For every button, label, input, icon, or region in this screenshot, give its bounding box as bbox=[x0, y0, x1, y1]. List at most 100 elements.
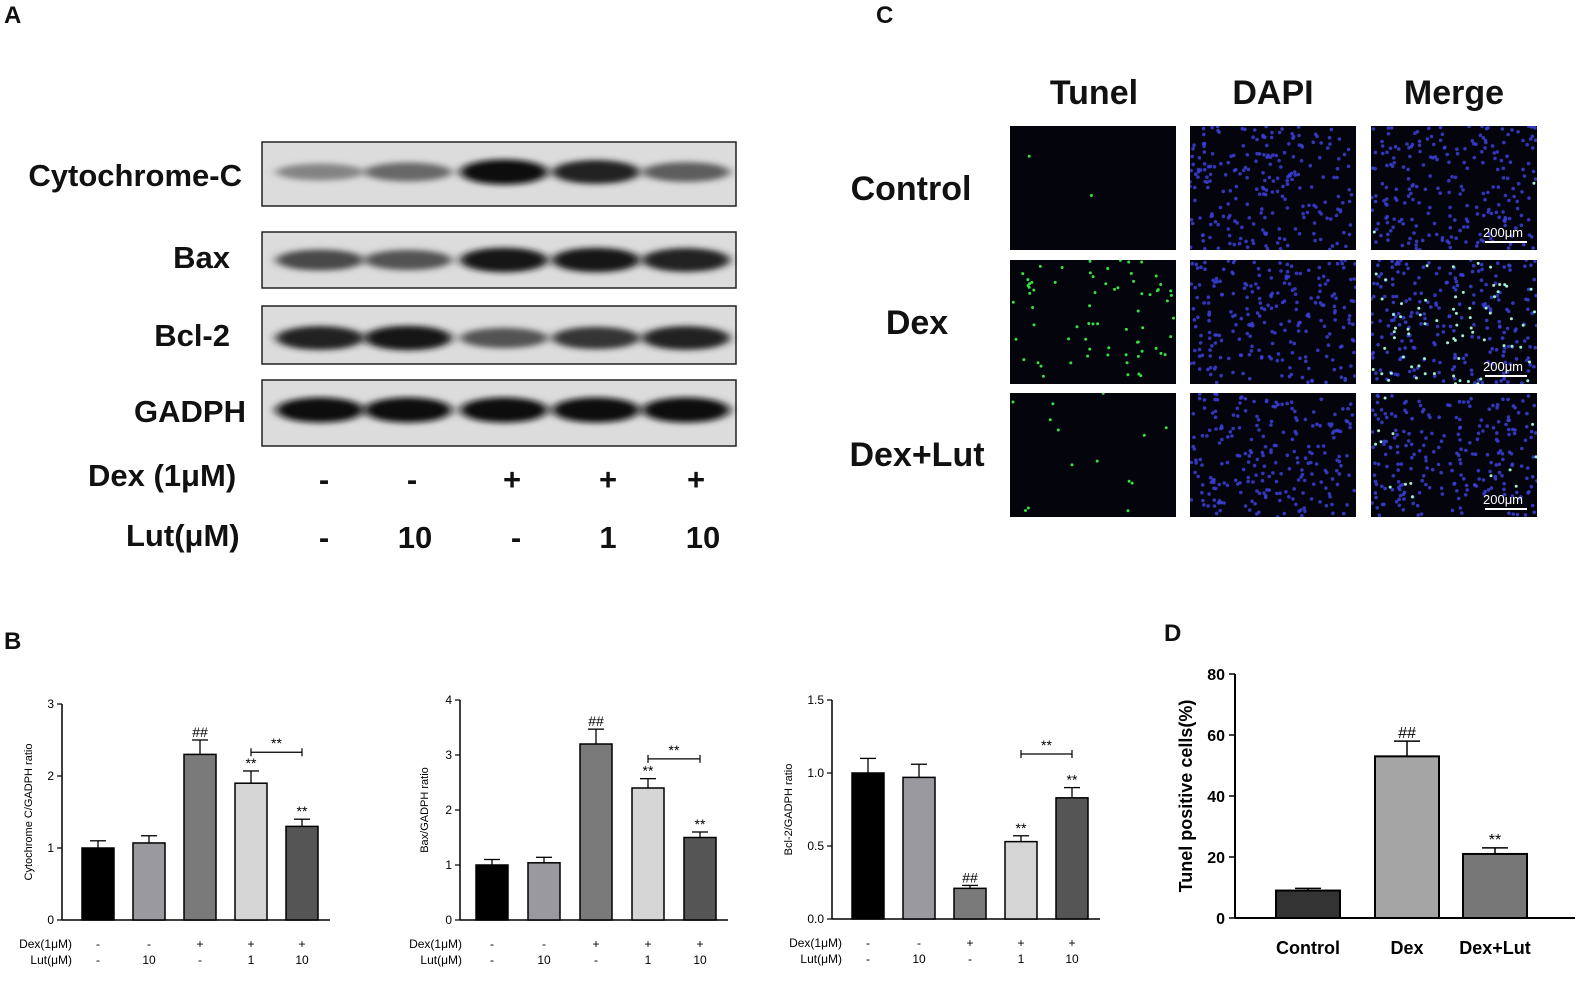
tunel-dot bbox=[1075, 325, 1079, 329]
nucleus-dot bbox=[1371, 501, 1374, 505]
nucleus-dot bbox=[1343, 260, 1347, 263]
nucleus-dot bbox=[1241, 467, 1246, 472]
nucleus-dot bbox=[1417, 399, 1421, 404]
nucleus-dot bbox=[1408, 297, 1412, 301]
nucleus-dot bbox=[1385, 220, 1390, 225]
nucleus-dot bbox=[1349, 364, 1353, 368]
nucleus-dot bbox=[1450, 508, 1455, 513]
nucleus-dot bbox=[1455, 151, 1460, 156]
nucleus-dot bbox=[1337, 472, 1342, 476]
nucleus-dot bbox=[1202, 398, 1207, 402]
nucleus-dot bbox=[1287, 467, 1292, 471]
nucleus-dot bbox=[1488, 469, 1492, 474]
nucleus-dot bbox=[1465, 225, 1470, 229]
nucleus-dot bbox=[1312, 231, 1316, 236]
nucleus-dot bbox=[1494, 463, 1499, 467]
nucleus-dot bbox=[1300, 145, 1305, 149]
nucleus-dot bbox=[1197, 354, 1202, 358]
tunel-dot bbox=[1461, 334, 1465, 338]
nucleus-dot bbox=[1302, 215, 1306, 220]
nucleus-dot bbox=[1502, 377, 1506, 381]
significance-mark: ## bbox=[192, 724, 208, 740]
tunel-dot bbox=[1070, 463, 1074, 467]
nucleus-dot bbox=[1245, 307, 1249, 311]
nucleus-dot bbox=[1247, 352, 1252, 357]
micro-dex-tunel bbox=[1010, 260, 1176, 384]
nucleus-dot bbox=[1346, 147, 1351, 152]
nucleus-dot bbox=[1426, 211, 1431, 216]
nucleus-dot bbox=[1260, 306, 1264, 310]
nucleus-dot bbox=[1404, 299, 1408, 303]
nucleus-dot bbox=[1489, 211, 1494, 216]
nucleus-dot bbox=[1298, 356, 1302, 360]
nucleus-dot bbox=[1371, 312, 1374, 316]
nucleus-dot bbox=[1323, 200, 1327, 204]
nucleus-dot bbox=[1467, 126, 1471, 129]
nucleus-dot bbox=[1295, 456, 1300, 460]
tunel-dot bbox=[1038, 264, 1042, 268]
nucleus-dot bbox=[1478, 232, 1482, 237]
nucleus-dot bbox=[1214, 427, 1218, 431]
nucleus-dot bbox=[1481, 239, 1486, 243]
nucleus-dot bbox=[1269, 423, 1273, 427]
nucleus-dot bbox=[1469, 368, 1474, 372]
nucleus-dot bbox=[1309, 497, 1314, 501]
nucleus-dot bbox=[1235, 406, 1240, 411]
nucleus-dot bbox=[1531, 455, 1536, 459]
nucleus-dot bbox=[1437, 415, 1441, 419]
nucleus-dot bbox=[1472, 141, 1476, 146]
nucleus-dot bbox=[1490, 362, 1494, 366]
nucleus-dot bbox=[1293, 429, 1297, 434]
nucleus-dot bbox=[1245, 202, 1250, 206]
blot-band bbox=[276, 163, 364, 181]
nucleus-dot bbox=[1415, 503, 1420, 508]
nucleus-dot bbox=[1515, 512, 1520, 517]
nucleus-dot bbox=[1385, 464, 1389, 469]
tunel-dot bbox=[1069, 361, 1073, 365]
nucleus-dot bbox=[1458, 425, 1463, 430]
nucleus-dot bbox=[1324, 486, 1328, 490]
nucleus-dot bbox=[1202, 301, 1206, 305]
nucleus-dot bbox=[1447, 314, 1451, 319]
y-tick-label: 0 bbox=[445, 913, 452, 927]
tunel-dot bbox=[1104, 282, 1108, 286]
nucleus-dot bbox=[1441, 379, 1446, 383]
nucleus-dot bbox=[1347, 188, 1352, 192]
nucleus-dot bbox=[1262, 464, 1267, 468]
nucleus-dot bbox=[1330, 358, 1335, 362]
nucleus-dot bbox=[1391, 294, 1395, 299]
nucleus-dot bbox=[1422, 312, 1427, 316]
nucleus-dot bbox=[1208, 475, 1213, 480]
nucleus-dot bbox=[1521, 242, 1526, 247]
nucleus-dot bbox=[1406, 167, 1410, 172]
nucleus-dot bbox=[1464, 217, 1469, 221]
nucleus-dot bbox=[1353, 262, 1356, 266]
nucleus-dot bbox=[1304, 329, 1308, 334]
nucleus-dot bbox=[1508, 160, 1513, 164]
nucleus-dot bbox=[1257, 273, 1262, 278]
nucleus-dot bbox=[1415, 130, 1420, 134]
nucleus-dot bbox=[1410, 142, 1415, 147]
tunel-dot bbox=[1136, 309, 1140, 313]
tunel-dot bbox=[1505, 284, 1509, 288]
nucleus-dot bbox=[1481, 191, 1486, 196]
category-label: Dex bbox=[1390, 938, 1423, 958]
nucleus-dot bbox=[1432, 374, 1437, 378]
nucleus-dot bbox=[1200, 490, 1204, 495]
tunel-dot bbox=[1113, 287, 1116, 291]
nucleus-dot bbox=[1332, 175, 1336, 180]
nucleus-dot bbox=[1466, 400, 1471, 404]
nucleus-dot bbox=[1463, 146, 1467, 151]
nucleus-dot bbox=[1459, 316, 1464, 320]
nucleus-dot bbox=[1260, 207, 1264, 211]
nucleus-dot bbox=[1411, 345, 1416, 350]
nucleus-dot bbox=[1319, 318, 1323, 323]
nucleus-dot bbox=[1338, 345, 1343, 349]
nucleus-dot bbox=[1497, 215, 1501, 220]
nucleus-dot bbox=[1218, 508, 1222, 513]
nucleus-dot bbox=[1421, 265, 1426, 269]
nucleus-dot bbox=[1379, 233, 1383, 238]
nucleus-dot bbox=[1494, 380, 1499, 384]
nucleus-dot bbox=[1300, 513, 1304, 517]
nucleus-dot bbox=[1283, 197, 1287, 201]
